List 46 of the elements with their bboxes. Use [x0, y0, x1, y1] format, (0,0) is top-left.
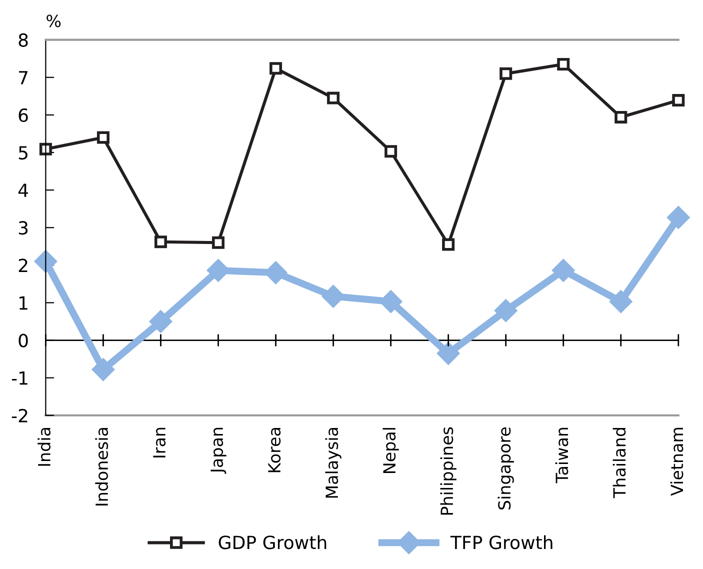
- y-tick-label: 0: [18, 334, 28, 348]
- y-tick-label: 8: [18, 33, 28, 47]
- x-tick-label: Vietnam: [670, 428, 684, 496]
- point: [149, 310, 172, 333]
- x-tick-label: Japan: [210, 428, 226, 474]
- x-tick-label: Philippines: [440, 427, 456, 515]
- point: [212, 236, 224, 249]
- point: [34, 250, 58, 273]
- point: [442, 238, 455, 251]
- point: [92, 358, 115, 382]
- y-tick-label: -2: [12, 408, 28, 422]
- y-tick-label: 6: [18, 108, 28, 122]
- x-tick-label: Iran: [153, 428, 166, 458]
- point: [552, 258, 575, 282]
- y-tick-label: 2: [18, 258, 28, 272]
- x-tick-label: Thailand: [612, 428, 626, 498]
- legend-label: GDP Growth: [218, 535, 326, 550]
- point: [154, 236, 167, 248]
- point: [96, 131, 110, 144]
- y-tick-label: 7: [19, 71, 28, 84]
- point: [384, 145, 398, 158]
- point: [666, 206, 690, 229]
- x-tick-label: Indonesia: [95, 428, 108, 506]
- point: [270, 62, 282, 75]
- y-axis-title: %: [46, 14, 61, 28]
- point: [500, 67, 512, 80]
- y-tick-label: 3: [18, 221, 28, 235]
- point: [327, 92, 340, 104]
- point: [39, 142, 52, 156]
- y-tick-label: 5: [18, 146, 28, 160]
- x-tick-label: Nepal: [382, 428, 399, 473]
- y-tick-label: 1: [20, 296, 28, 310]
- point: [557, 58, 570, 70]
- x-tick-label: Singapore: [498, 427, 514, 510]
- point: [614, 110, 628, 124]
- point: [672, 94, 685, 107]
- x-tick-label: Malaysia: [325, 428, 342, 498]
- point: [494, 299, 518, 322]
- point: [609, 290, 632, 314]
- x-tick-label: Korea: [268, 428, 281, 472]
- x-tick-label: India: [38, 428, 51, 466]
- y-tick-label: 4: [18, 184, 28, 197]
- point: [436, 342, 460, 365]
- y-tick-label: -1: [12, 372, 28, 385]
- x-tick-label: Taiwan: [555, 428, 568, 484]
- legend-label: TFP Growth: [450, 535, 552, 550]
